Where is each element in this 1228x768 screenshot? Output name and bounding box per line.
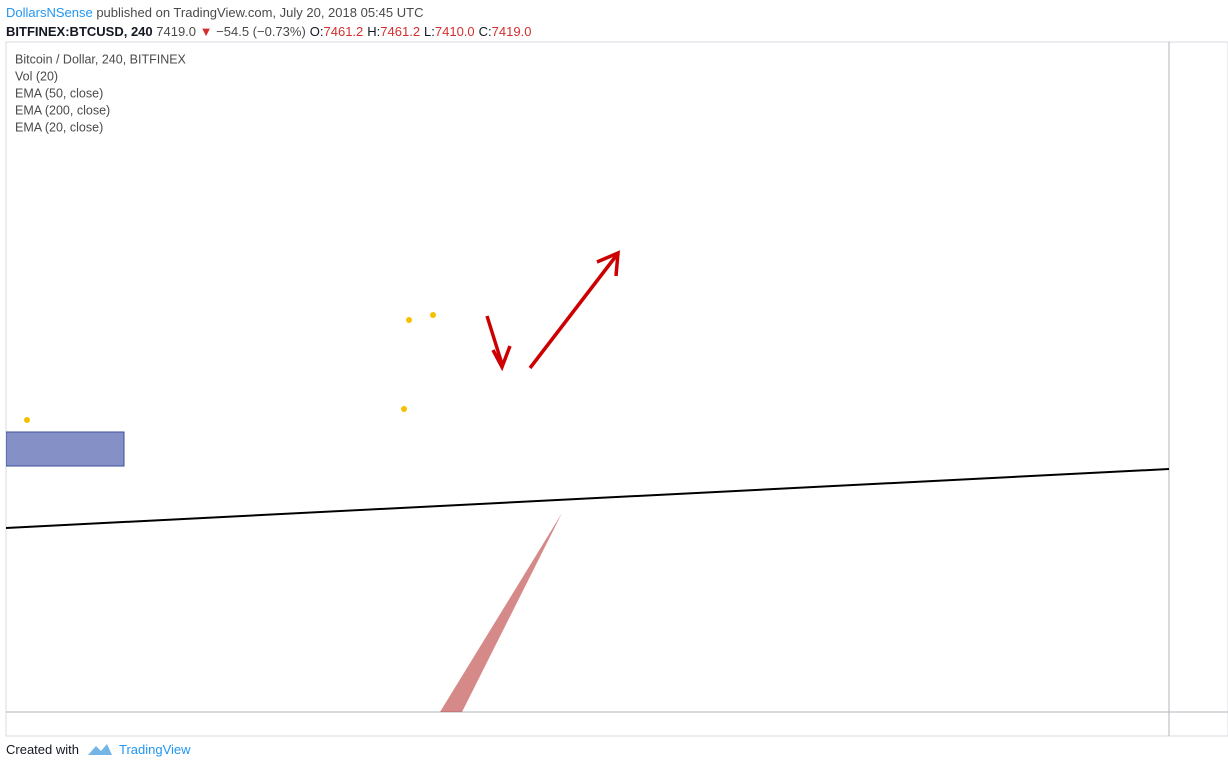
legend-title: Bitcoin / Dollar, 240, BITFINEX: [15, 52, 187, 66]
ohlc-key: C:: [478, 24, 492, 39]
arrow-up: [528, 250, 620, 370]
change: −54.5 (−0.73%): [216, 24, 306, 39]
ohlc-value: 7461.2: [380, 24, 421, 39]
ohlc-value: 7461.2: [323, 24, 364, 39]
ohlc: O:7461.2 H:7461.2 L:7410.0 C:7419.0: [306, 24, 532, 39]
legend-ema: EMA (200, close): [15, 103, 110, 117]
ohlc-key: H:: [367, 24, 381, 39]
published: published on TradingView.com, July 20, 2…: [96, 5, 424, 20]
ohlc-value: 7410.0: [434, 24, 475, 39]
pivot-markers: [24, 312, 436, 423]
arrow-down: [485, 315, 512, 372]
header: DollarsNSense published on TradingView.c…: [6, 3, 531, 41]
ohlc-key: O:: [309, 24, 324, 39]
frame: [5, 41, 1228, 737]
symbol: BITFINEX:BTCUSD, 240: [6, 24, 153, 39]
legend-ema: EMA (50, close): [15, 86, 103, 100]
last: 7419.0: [156, 24, 197, 39]
logo: [87, 744, 112, 755]
projection-wedge: [440, 513, 562, 712]
legend-ema: EMA (20, close): [15, 120, 103, 134]
trend-line: [6, 468, 1169, 529]
quote-line: BITFINEX:BTCUSD, 240 7419.0 ▼ −54.5 (−0.…: [6, 22, 531, 41]
brand[interactable]: TradingView: [118, 741, 191, 757]
footer: Created with TradingView: [6, 741, 191, 757]
created-with: Created with: [6, 741, 79, 757]
range-box: [6, 431, 125, 467]
legend-volume: Vol (20): [15, 69, 58, 83]
author[interactable]: DollarsNSense: [6, 5, 93, 20]
down-icon: ▼: [199, 24, 213, 39]
ohlc-value: 7419.0: [491, 24, 532, 39]
ohlc-key: L:: [424, 24, 435, 39]
publish-line: DollarsNSense published on TradingView.c…: [6, 3, 531, 22]
